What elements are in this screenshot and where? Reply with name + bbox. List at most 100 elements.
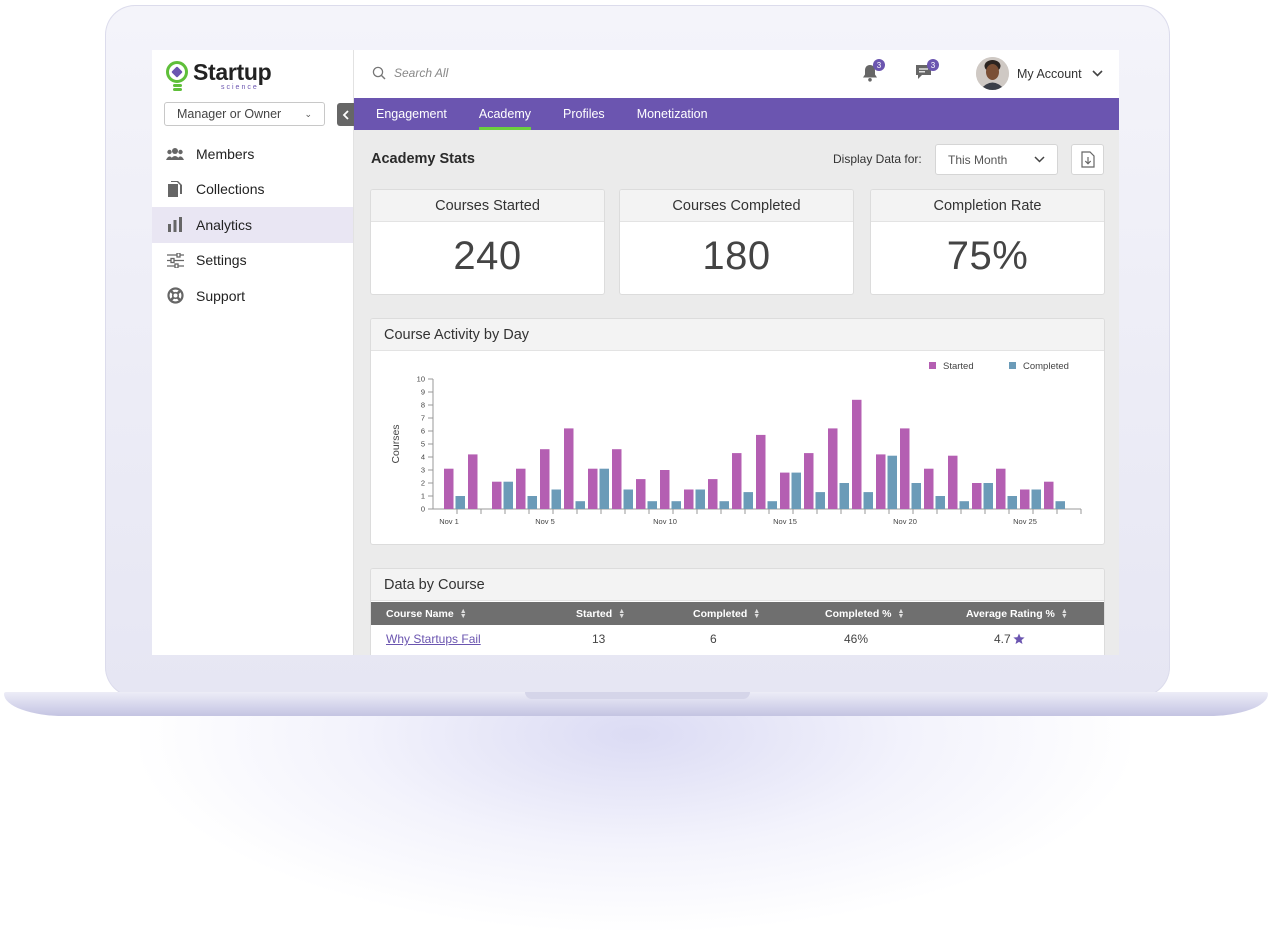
bar-started bbox=[732, 453, 742, 509]
legend-label: Completed bbox=[1023, 361, 1069, 372]
search-input[interactable]: Search All bbox=[372, 66, 448, 80]
sidebar: Startup science Manager or Owner ⌄ Membe… bbox=[152, 50, 354, 655]
bar-completed bbox=[791, 472, 801, 509]
laptop-notch bbox=[525, 692, 750, 699]
y-axis-label: Courses bbox=[390, 424, 402, 463]
page-title: Academy Stats bbox=[371, 151, 475, 167]
tab-monetization[interactable]: Monetization bbox=[636, 107, 708, 121]
bar-started bbox=[468, 454, 478, 509]
course-name-cell: Why Startups Fail bbox=[386, 625, 481, 653]
sidebar-item-analytics[interactable]: Analytics bbox=[152, 207, 353, 243]
bar-started bbox=[588, 468, 598, 509]
bar-completed bbox=[455, 496, 465, 509]
download-icon bbox=[1080, 151, 1095, 168]
bar-started bbox=[684, 489, 694, 509]
tab-bar: Engagement Academy Profiles Monetization bbox=[354, 98, 1119, 130]
bar-completed bbox=[839, 483, 849, 509]
rating-cell: 4.7 bbox=[994, 625, 1025, 653]
completed-pct-cell: 46% bbox=[844, 632, 869, 646]
bar-completed bbox=[599, 468, 609, 509]
legend-swatch bbox=[1009, 362, 1016, 369]
sidebar-item-settings[interactable]: Settings bbox=[152, 243, 353, 279]
stat-card-courses-completed: Courses Completed 180 bbox=[619, 189, 854, 295]
x-tick-label: Nov 10 bbox=[653, 517, 677, 526]
stat-value: 180 bbox=[702, 234, 771, 278]
column-header-completed[interactable]: Completed ▲ ▼ bbox=[693, 607, 761, 620]
sidebar-item-label: Support bbox=[196, 287, 246, 304]
collapse-sidebar-button[interactable] bbox=[337, 103, 354, 126]
search-placeholder: Search All bbox=[394, 66, 449, 80]
bar-completed bbox=[1031, 489, 1041, 509]
brand-logo[interactable]: Startup science bbox=[166, 59, 272, 94]
bar-completed bbox=[911, 483, 921, 509]
download-button[interactable] bbox=[1071, 144, 1104, 175]
brand-name: Startup bbox=[193, 59, 272, 85]
bar-started bbox=[1044, 481, 1054, 509]
course-link[interactable]: Why Startups Fail bbox=[386, 632, 481, 646]
members-icon bbox=[166, 145, 184, 163]
x-tick-label: Nov 20 bbox=[893, 517, 917, 526]
bar-completed bbox=[887, 455, 897, 509]
period-select-value: This Month bbox=[948, 152, 1008, 167]
sidebar-item-support[interactable]: Support bbox=[152, 278, 353, 314]
column-header-course-name[interactable]: Course Name ▲ ▼ bbox=[386, 607, 467, 620]
started-cell: 13 bbox=[592, 632, 606, 646]
column-header-completed-pct[interactable]: Completed % ▲ ▼ bbox=[825, 607, 905, 620]
course-activity-chart: 0 1 2 3 4 5 6 7 8 9 10 Courses Nov 1 Nov 5 Nov 10 Nov 1… bbox=[390, 361, 1082, 526]
table-row: Why Startups Fail 13 6 46% 4.7 bbox=[371, 625, 1104, 653]
notifications-badge: 3 bbox=[873, 59, 885, 71]
chevron-down-icon: ⌄ bbox=[304, 108, 312, 119]
stat-card-completion-rate: Completion Rate 75% bbox=[870, 189, 1105, 295]
role-select[interactable]: Manager or Owner ⌄ bbox=[164, 102, 325, 126]
x-tick-label: Nov 25 bbox=[1013, 517, 1037, 526]
column-header-started[interactable]: Started ▲ ▼ bbox=[576, 607, 626, 620]
y-tick-label: 8 bbox=[421, 401, 425, 410]
app-screen: Startup science Manager or Owner ⌄ Membe… bbox=[152, 50, 1119, 655]
bar-completed bbox=[695, 489, 705, 509]
stat-value: 75% bbox=[946, 234, 1029, 278]
messages-button[interactable]: 3 bbox=[915, 59, 939, 85]
bar-started bbox=[636, 479, 646, 509]
bar-started bbox=[948, 455, 958, 509]
column-header-average-rating[interactable]: Average Rating % ▲ ▼ bbox=[966, 607, 1068, 620]
bar-started bbox=[492, 481, 502, 509]
y-tick-label: 1 bbox=[421, 492, 425, 501]
y-tick-label: 5 bbox=[421, 440, 425, 449]
collections-icon bbox=[166, 180, 184, 198]
support-icon bbox=[166, 287, 184, 305]
bar-completed bbox=[551, 489, 561, 509]
tab-engagement[interactable]: Engagement bbox=[376, 107, 447, 121]
table-title: Data by Course bbox=[371, 569, 1104, 601]
search-icon bbox=[372, 66, 386, 80]
bar-completed bbox=[1007, 496, 1017, 509]
y-tick-label: 0 bbox=[421, 505, 425, 514]
topbar: Search All 3 3 My Account bbox=[354, 50, 1119, 98]
bar-started bbox=[972, 483, 982, 509]
bar-completed bbox=[527, 496, 537, 509]
bar-started bbox=[516, 468, 526, 509]
bar-completed bbox=[863, 492, 873, 509]
sidebar-item-label: Collections bbox=[196, 181, 265, 198]
y-tick-label: 2 bbox=[421, 479, 425, 488]
bar-started bbox=[828, 428, 838, 509]
avatar bbox=[976, 57, 1009, 90]
y-tick-label: 9 bbox=[421, 388, 425, 397]
account-menu[interactable]: My Account bbox=[976, 57, 1103, 90]
sort-icon: ▲ ▼ bbox=[618, 607, 626, 620]
bar-completed bbox=[935, 496, 945, 509]
sidebar-item-collections[interactable]: Collections bbox=[152, 172, 353, 208]
stat-card-courses-started: Courses Started 240 bbox=[370, 189, 605, 295]
y-tick-label: 7 bbox=[421, 414, 425, 423]
period-select[interactable]: This Month bbox=[935, 144, 1058, 175]
y-tick-label: 3 bbox=[421, 466, 425, 475]
bar-started bbox=[924, 468, 934, 509]
bar-completed bbox=[503, 481, 513, 509]
notifications-button[interactable]: 3 bbox=[862, 59, 885, 87]
bar-started bbox=[1020, 489, 1030, 509]
course-activity-panel: Course Activity by Day 0 1 2 3 4 5 6 7 8 9 10 Cours… bbox=[370, 318, 1105, 545]
tab-academy[interactable]: Academy bbox=[478, 98, 532, 130]
sidebar-item-members[interactable]: Members bbox=[152, 136, 353, 172]
tab-profiles[interactable]: Profiles bbox=[563, 107, 605, 121]
bar-completed bbox=[623, 489, 633, 509]
legend-swatch bbox=[929, 362, 936, 369]
